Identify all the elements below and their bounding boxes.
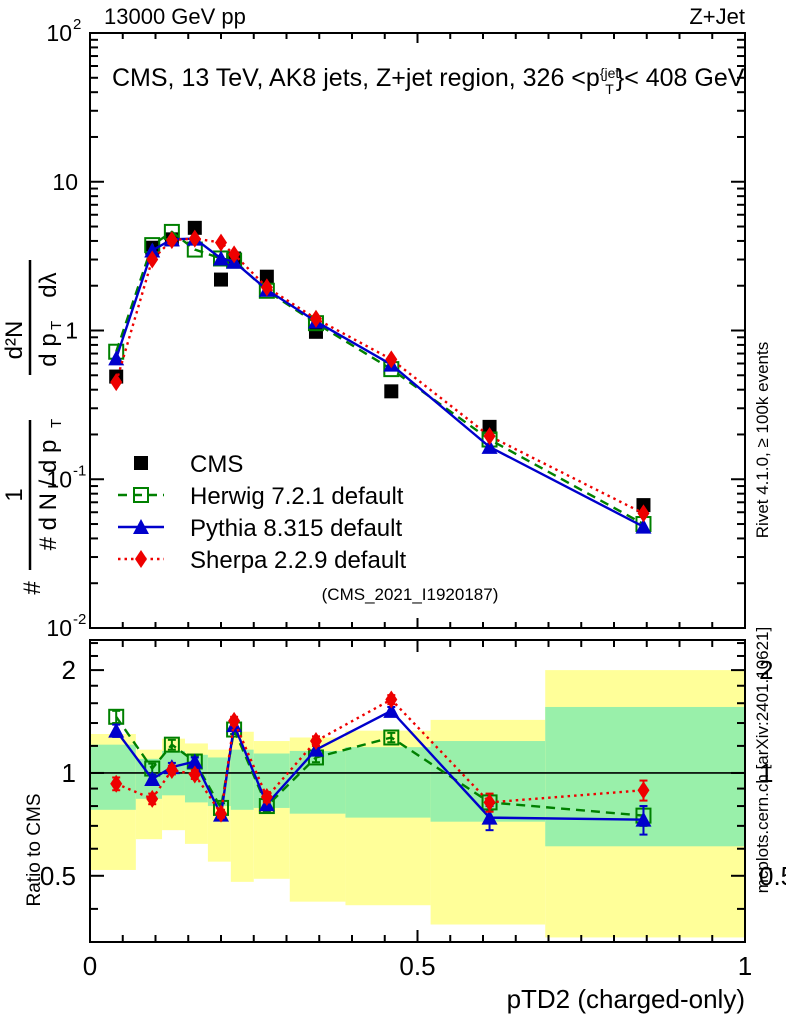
data-point-marker [309,732,322,751]
ticks [89,32,746,942]
y-label-part: # d N / d p [35,440,62,551]
data-point-marker [187,220,202,235]
data-point-marker [135,550,147,568]
data-point-marker [483,793,496,812]
ratio-panel-series [108,690,652,836]
headers: 13000 GeV pp Z+Jet CMS, 13 TeV, AK8 jets, … [24,4,772,1014]
y-tick-label-ratio-right: 0.5 [759,861,786,891]
band-inner [345,747,431,818]
data-point-marker [110,373,123,392]
analysis-id-watermark: (CMS_2021_I1920187) [322,585,499,604]
data-point-marker [483,427,496,446]
y-label-subscript: T [48,321,65,330]
y-tick-label-main: 10 [52,169,78,195]
data-point-marker [383,702,400,718]
legend-label-pythia: Pythia 8.315 default [190,515,402,542]
data-point-marker [637,504,650,523]
mcplots-source-label: mcplots.cern.ch [arXiv:2401.10621] [753,627,772,893]
y-tick-label-main: 1 [65,318,78,344]
y-tick-label-ratio-left: 1 [62,758,76,788]
data-point-marker [144,771,161,787]
data-point-marker [144,242,161,258]
legend-label-herwig: Herwig 7.2.1 default [190,483,404,510]
band-inner [230,749,254,810]
rivet-version-label: Rivet 4.1.0, ≥ 100k events [753,342,772,538]
y-tick-label-exponent: -1 [73,462,86,479]
data-point-marker [146,789,159,808]
data-point-marker [133,487,149,503]
y-tick-label-ratio-left: 0.5 [40,861,76,891]
process-label: Z+Jet [689,4,745,29]
main-panel-frame [89,32,746,629]
x-axis-label: pTD2 (charged-only) [507,984,745,1014]
data-point-marker [260,278,273,297]
data-point-marker [228,711,241,730]
plot-title: CMS, 13 TeV, AK8 jets, Z+jet region, 326… [112,64,745,97]
y-tick-label-ratio-right: 1 [759,758,773,788]
y-label-part: 1 [1,488,28,501]
data-point-marker [188,229,201,248]
data-point-marker [186,753,203,769]
y-tick-label-ratio-right: 2 [759,655,773,685]
data-point-marker [384,384,399,399]
data-point-marker [134,456,148,470]
data-point-marker [481,438,498,454]
y-tick-label-main: 10 [46,615,72,641]
data-point-marker [215,233,227,252]
data-point-marker [146,250,159,269]
main-panel-series [108,220,652,534]
y-tick-label-ratio-left: 2 [62,655,76,685]
data-point-marker [133,519,149,534]
data-point-marker [108,722,125,738]
data-point-marker [385,350,398,369]
data-point-marker [635,811,652,827]
y-tick-label-main: 10 [46,20,72,46]
ratio-uncertainty-bands [90,670,745,938]
y-label-part: d p [35,333,62,366]
y-label-part: d²N [1,321,28,360]
ratio-line-sherpa [115,698,644,817]
data-point-marker [637,781,650,800]
y-label-part: dλ [35,272,62,297]
y-tick-label-exponent: 2 [73,16,81,33]
data-point-marker [214,272,228,287]
x-tick-label: 0.5 [399,951,435,981]
y-label-subscript: T [48,419,65,428]
band-inner [289,750,346,814]
data-point-marker [481,809,498,825]
y-tick-label-exponent: -2 [73,611,86,628]
data-point-marker [188,765,201,784]
data-point-marker [108,350,125,366]
series-line-herwig [115,230,645,526]
data-point-marker [165,761,178,780]
data-point-marker [228,245,241,264]
legend-label-sherpa: Sherpa 2.2.9 default [190,547,406,574]
data-point-marker [635,518,652,534]
data-point-marker [309,309,322,328]
y-axis-label-main-group: 1 # d N / d p T # d²N d p Tdλ [1,260,65,595]
legend-label-cms: CMS [190,451,243,478]
y-label-part: # [19,581,46,595]
y-axis-label-ratio: Ratio to CMS [24,794,45,907]
legend: CMS Herwig 7.2.1 default Pythia 8.315 defa… [118,451,406,574]
x-tick-label: 0 [83,951,97,981]
data-point-marker [385,690,398,709]
data-point-marker [165,231,178,250]
data-point-marker [163,736,180,753]
data-point-marker [213,250,229,266]
data-point-marker [110,774,123,793]
x-tick-label: 1 [738,951,752,981]
beam-energy-label: 13000 GeV pp [104,4,246,29]
data-point-marker [215,804,227,823]
data-point-marker [259,269,274,284]
y-tick-label-main: 10 [46,466,72,492]
data-point-marker [260,788,273,807]
data-point-marker [383,729,400,746]
data-point-marker [482,419,497,434]
